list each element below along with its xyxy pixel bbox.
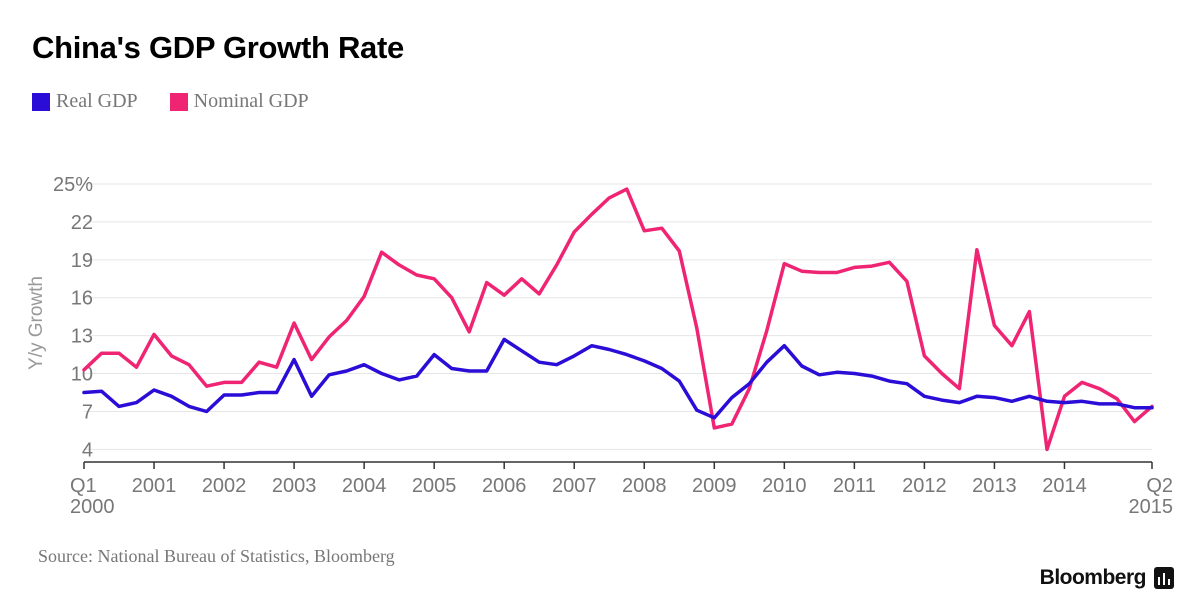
y-tick-label: 13 [71,326,93,348]
y-tick-label: 7 [82,401,93,423]
x-tick-label: 2004 [342,475,387,497]
x-tick-label: 2007 [552,475,597,497]
x-tick-label: 2001 [132,475,177,497]
x-tick-label: Q1 [70,475,97,497]
y-tick-label: 4 [82,439,93,461]
x-tick-label: 2011 [833,475,876,497]
x-tick-label: 2012 [902,475,947,497]
brand-logo: Bloomberg [1040,566,1174,590]
legend-swatch-nominal-gdp [169,92,188,111]
y-tick-label: 10 [71,364,93,386]
source-note: Source: National Bureau of Statistics, B… [38,546,395,566]
legend-label-nominal-gdp: Nominal GDP [193,90,309,112]
legend-label-real-gdp: Real GDP [56,90,138,112]
x-tick-label: Q2 [1146,475,1173,497]
x-tick-label: 2014 [1042,475,1087,497]
brand-name: Bloomberg [1039,566,1147,589]
series-line-real-gdp [82,337,1154,420]
chart-title: China's GDP Growth Rate [32,30,404,65]
x-tick-label: 2006 [482,475,527,497]
x-tick-label: 2015 [1129,496,1174,518]
y-tick-label: 19 [71,250,93,272]
bar-chart-icon [1154,567,1174,589]
y-axis-label: Y/y Growth [26,276,47,370]
x-tick-label: 2000 [70,496,115,518]
legend-swatch-real-gdp [32,92,50,111]
x-tick-label: 2003 [272,475,317,497]
x-tick-label: 2008 [622,475,667,497]
y-tick-label: 22 [71,212,93,234]
y-tick-label: 25% [53,174,93,196]
x-tick-label: 2005 [412,475,457,497]
series-line-nominal-gdp [82,187,1154,452]
x-tick-label: 2009 [692,475,737,497]
x-tick-label: 2013 [972,475,1017,497]
x-tick-label: 2010 [762,475,807,497]
legend-item-nominal-gdp: Nominal GDP [169,90,309,113]
legend-item-real-gdp: Real GDP [32,90,138,113]
x-tick-label: 2002 [202,475,247,497]
legend: Real GDP Nominal GDP [32,90,341,113]
y-tick-label: 16 [71,288,93,310]
